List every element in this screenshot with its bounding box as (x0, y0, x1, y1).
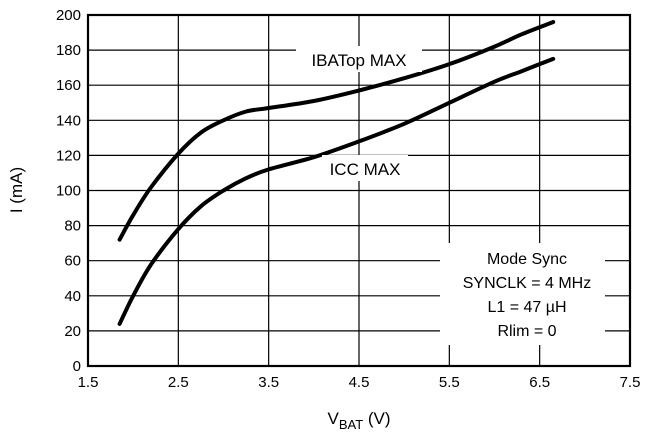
series-line-ibatop-max (117, 20, 556, 242)
plot-border (86, 13, 632, 368)
x-tick-label: 2.5 (168, 374, 189, 391)
y-tick-label: 40 (64, 288, 81, 305)
series-label-ibatop: IBATop MAX (311, 51, 406, 70)
y-tick-label: 180 (56, 42, 81, 59)
annotation-line-1: Mode Sync (487, 251, 567, 268)
y-tick-label: 200 (56, 7, 81, 24)
y-tick-label: 60 (64, 253, 81, 270)
x-tick-label: 6.5 (529, 374, 550, 391)
y-tick-label: 100 (56, 183, 81, 200)
plot-frame (86, 13, 632, 368)
x-tick-label: 4.5 (349, 374, 370, 391)
curve-label-bg-ibatop (296, 46, 422, 72)
series-label-icc: ICC MAX (330, 160, 401, 179)
curve-label-bg-icc (322, 155, 408, 181)
curves (117, 20, 556, 326)
x-tick-label: 7.5 (620, 374, 641, 391)
x-tick-label: 5.5 (439, 374, 460, 391)
annotation-line-3: L1 = 47 µH (487, 299, 566, 316)
x-axis-label-subscript: BAT (339, 417, 363, 432)
y-tick-labels: 0 20 40 60 80 100 120 140 160 180 200 (56, 7, 81, 375)
annotation-box (440, 243, 605, 345)
y-tick-label: 140 (56, 112, 81, 129)
x-tick-label: 1.5 (78, 374, 99, 391)
x-axis-label-main: V (327, 409, 339, 428)
x-axis-label: VBAT (V) (327, 409, 390, 432)
x-tick-label: 3.5 (258, 374, 279, 391)
x-tick-labels: 1.5 2.5 3.5 4.5 5.5 6.5 7.5 (78, 374, 641, 391)
y-tick-label: 160 (56, 77, 81, 94)
x-axis-label-unit: (V) (363, 409, 390, 428)
y-tick-label: 0 (73, 358, 81, 375)
y-axis-label: I (mA) (7, 167, 26, 213)
series-line-icc-max (117, 56, 556, 326)
y-tick-label: 20 (64, 323, 81, 340)
y-tick-label: 80 (64, 218, 81, 235)
annotation-line-2: SYNCLK = 4 MHz (463, 275, 591, 292)
annotation-line-4: Rlim = 0 (497, 323, 556, 340)
y-tick-label: 120 (56, 147, 81, 164)
